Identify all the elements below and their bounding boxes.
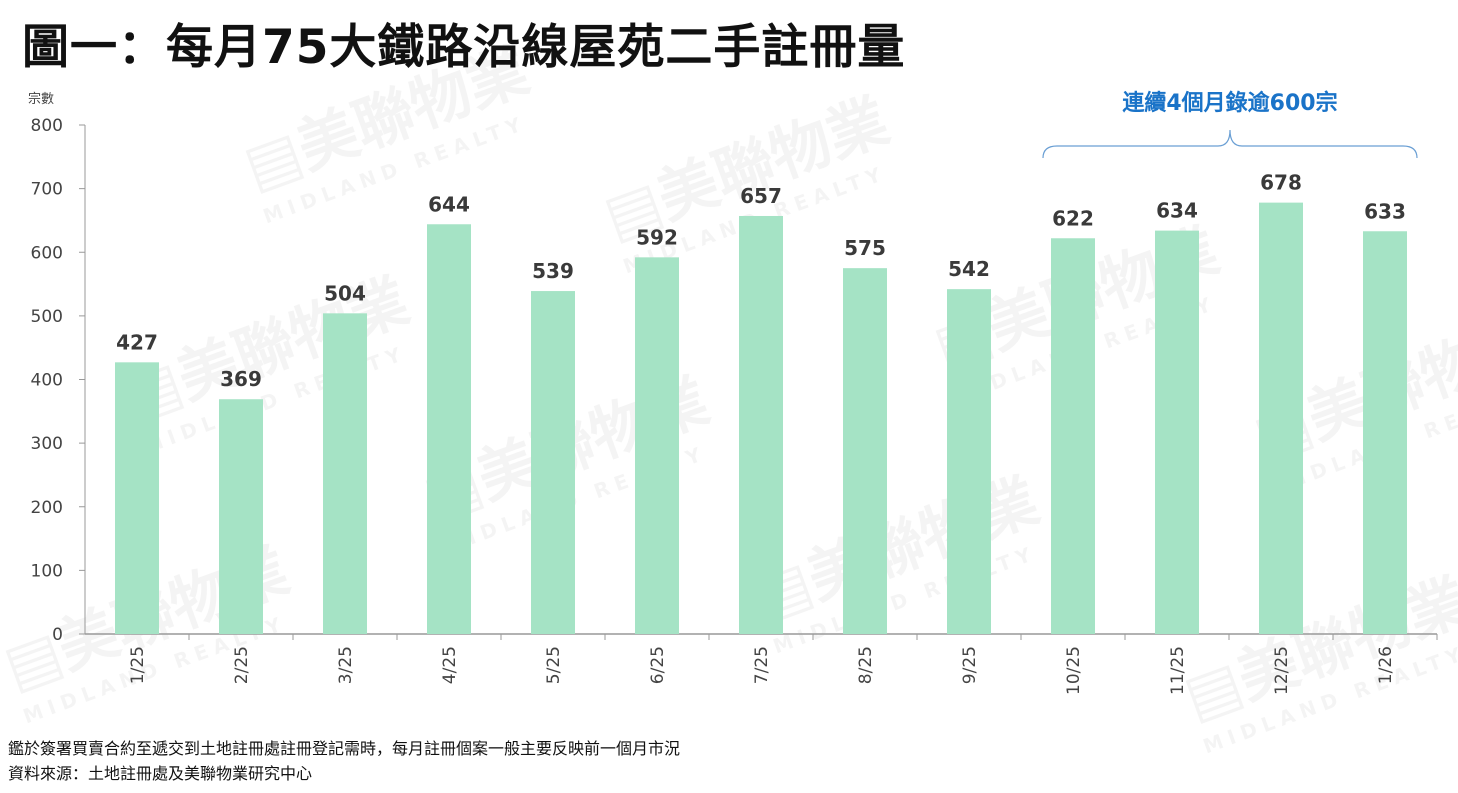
bar <box>531 291 575 634</box>
bar <box>947 289 991 634</box>
x-tick-label: 6/25 <box>648 646 668 684</box>
bar <box>219 399 263 634</box>
data-label: 592 <box>636 225 678 249</box>
y-tick-label: 200 <box>31 498 63 518</box>
data-label: 504 <box>324 281 366 305</box>
y-tick-label: 800 <box>31 116 63 136</box>
source-note: 資料來源：土地註冊處及美聯物業研究中心 <box>8 764 313 783</box>
x-tick-label: 8/25 <box>856 646 876 684</box>
bar <box>843 268 887 634</box>
bar <box>1051 238 1095 634</box>
bar <box>427 224 471 634</box>
bar <box>739 215 783 634</box>
y-tick-label: 400 <box>31 371 63 391</box>
data-label: 575 <box>844 236 886 260</box>
bar <box>1259 202 1303 634</box>
data-label: 542 <box>948 257 990 281</box>
y-tick-label: 700 <box>31 180 63 200</box>
chart-title: 圖一：每月75大鐵路沿線屋苑二手註冊量 <box>22 20 906 75</box>
y-tick-label: 0 <box>52 625 63 645</box>
data-label: 427 <box>116 330 158 354</box>
x-tick-label: 2/25 <box>232 646 252 684</box>
y-tick-label: 100 <box>31 561 63 581</box>
data-label: 644 <box>428 192 470 216</box>
data-label: 633 <box>1364 199 1406 223</box>
x-tick-label: 1/26 <box>1376 646 1396 684</box>
annotation-brace <box>1042 129 1418 159</box>
y-axis-label: 宗數 <box>28 92 55 107</box>
x-tick-label: 4/25 <box>440 646 460 684</box>
bar <box>1363 231 1407 634</box>
x-tick-label: 3/25 <box>336 646 356 684</box>
x-tick-label: 1/25 <box>128 646 148 684</box>
x-tick-label: 5/25 <box>544 646 564 684</box>
data-label: 634 <box>1156 199 1198 223</box>
footnote: 鑑於簽署買賣合約至遞交到土地註冊處註冊登記需時，每月註冊個案一般主要反映前一個月… <box>8 739 681 758</box>
y-tick-label: 300 <box>31 434 63 454</box>
x-tick-label: 7/25 <box>752 646 772 684</box>
x-tick-label: 11/25 <box>1168 646 1188 695</box>
bar <box>115 362 159 634</box>
data-label: 539 <box>532 259 574 283</box>
y-tick-label: 500 <box>31 307 63 327</box>
data-label: 657 <box>740 184 782 208</box>
bar <box>1155 230 1199 634</box>
data-label: 678 <box>1260 171 1302 195</box>
bar <box>635 257 679 634</box>
annotation-text: 連續4個月錄逾600宗 <box>1122 90 1337 116</box>
x-tick-label: 12/25 <box>1272 646 1292 695</box>
y-tick-label: 600 <box>31 243 63 263</box>
x-tick-label: 9/25 <box>960 646 980 684</box>
data-label: 622 <box>1052 206 1094 230</box>
x-tick-label: 10/25 <box>1064 646 1084 695</box>
data-label: 369 <box>220 367 262 391</box>
bar <box>323 313 367 634</box>
